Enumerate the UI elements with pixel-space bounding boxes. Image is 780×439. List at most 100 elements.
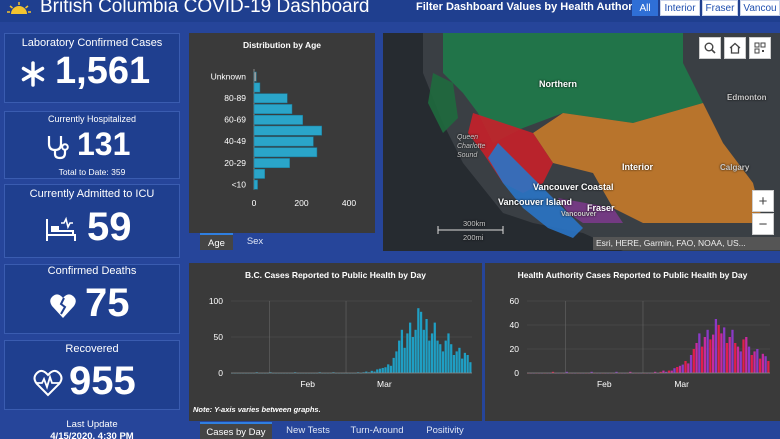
- ha-cases-chart: 0 20 40 60 Feb Mar: [510, 296, 770, 389]
- bc-sun-logo-icon: [7, 2, 31, 14]
- tab-age[interactable]: Age: [200, 233, 233, 250]
- daily-case-bar: [395, 351, 398, 373]
- daily-case-bar: [411, 337, 414, 373]
- tab-sex[interactable]: Sex: [246, 236, 264, 247]
- daily-case-bar: [430, 333, 434, 373]
- map-label-vancouver-coastal: Vancouver Coastal: [533, 182, 614, 192]
- daily-case-bar: [731, 329, 734, 373]
- daily-case-bar: [750, 355, 753, 373]
- filter-label: Filter Dashboard Values by Health Author…: [416, 1, 650, 13]
- daily-case-bar: [695, 343, 698, 373]
- map-canvas[interactable]: [383, 33, 780, 251]
- daily-case-bar: [689, 355, 693, 373]
- search-icon[interactable]: [699, 37, 721, 59]
- age-bar-30-39: [253, 147, 318, 158]
- daily-case-bar: [692, 349, 695, 373]
- region-northern: [443, 33, 703, 143]
- daily-case-bar: [439, 344, 442, 373]
- age-distribution-chart: Unknown 80-89 60-69 40-49 20-29 <10 0 200 400: [211, 69, 356, 208]
- tab-turn-around[interactable]: Turn-Around: [350, 425, 404, 436]
- age-tick-label: 60-69: [224, 115, 246, 125]
- tab-positivity[interactable]: Positivity: [426, 425, 464, 436]
- daily-case-bar: [764, 356, 767, 373]
- home-icon[interactable]: [724, 37, 746, 59]
- daily-case-bar: [444, 340, 447, 373]
- page-title: British Columbia COVID-19 Dashboard: [40, 0, 370, 17]
- daily-case-bar: [736, 346, 740, 373]
- region-vancouver-island: [488, 143, 583, 238]
- health-authority-map[interactable]: Northern Interior Vancouver Coastal Vanc…: [383, 33, 780, 251]
- broken-heart-icon: [50, 294, 76, 318]
- deaths-value: 75: [85, 281, 130, 325]
- daily-case-bar: [662, 370, 665, 373]
- daily-case-bar: [392, 357, 395, 373]
- daily-case-bar: [717, 325, 720, 373]
- daily-case-bar: [433, 322, 436, 373]
- daily-case-bar: [745, 337, 748, 373]
- daily-case-bar: [417, 308, 420, 373]
- age-tick-label: 20-29: [224, 158, 246, 168]
- icu-value: 59: [87, 205, 132, 249]
- filter-fraser-button[interactable]: Fraser: [702, 0, 738, 16]
- map-label-edmonton: Edmonton: [727, 93, 767, 102]
- age-bar-70-79: [253, 104, 293, 114]
- ha-cases-panel: Health Authority Cases Reported to Publi…: [485, 263, 780, 421]
- age-bar-80-89: [253, 93, 288, 104]
- daily-case-bar: [687, 363, 690, 373]
- daily-case-bar: [463, 352, 467, 373]
- tab-cases-by-day[interactable]: Cases by Day: [200, 422, 272, 439]
- filter-vancouver-button[interactable]: Vancou: [740, 0, 780, 16]
- daily-case-bar: [406, 333, 409, 373]
- daily-case-bar: [670, 370, 673, 373]
- zoom-in-button[interactable]: +: [752, 190, 774, 212]
- age-bar-20-29: [253, 158, 290, 168]
- filter-all-button[interactable]: All: [632, 0, 658, 16]
- zoom-out-button[interactable]: −: [752, 213, 774, 235]
- region-fraser: [558, 198, 623, 223]
- filter-interior-button[interactable]: Interior: [660, 0, 700, 16]
- age-bar-10-19: [253, 168, 265, 179]
- daily-case-bar: [712, 334, 715, 373]
- hospitalized-total-to-date: Total to Date: 359: [58, 167, 126, 177]
- qr-code-icon[interactable]: [749, 37, 771, 59]
- ha-cases-title: Health Authority Cases Reported to Publi…: [517, 270, 748, 280]
- recovered-value: 955: [69, 359, 136, 403]
- daily-case-bar: [742, 339, 745, 373]
- daily-case-bar: [723, 327, 726, 373]
- age-x-tick-label: 400: [342, 198, 356, 208]
- bc-cases-title: B.C. Cases Reported to Public Health by …: [245, 270, 426, 280]
- daily-case-bar: [455, 351, 458, 373]
- y-tick-label: 50: [214, 332, 224, 342]
- map-scale-km: 300km: [463, 219, 486, 228]
- lab-confirmed-label: Laboratory Confirmed Cases: [21, 37, 163, 49]
- daily-case-bar: [466, 355, 469, 373]
- stethoscope-icon: [47, 136, 69, 160]
- daily-case-bar: [414, 329, 417, 373]
- map-label-queen-charlotte-sound: Queen Charlotte Sound: [457, 134, 486, 159]
- daily-case-bar: [659, 371, 662, 373]
- daily-case-bar: [447, 333, 450, 373]
- recovered-card: Recovered 955: [4, 340, 180, 410]
- age-tick-label: Unknown: [211, 71, 247, 81]
- daily-case-bar: [458, 347, 461, 373]
- daily-case-bar: [665, 371, 668, 373]
- daily-case-bar: [673, 368, 676, 373]
- daily-case-bar: [698, 333, 701, 373]
- y-axis-note: Note: Y-axis varies between graphs.: [193, 405, 321, 414]
- bc-cases-chart: 0 50 100 Feb Mar: [209, 296, 472, 389]
- daily-case-bar: [681, 364, 684, 373]
- age-bar-40-49: [253, 136, 314, 147]
- x-tick-label-mar: Mar: [377, 379, 392, 389]
- tab-new-tests[interactable]: New Tests: [286, 425, 330, 436]
- last-update-value: 4/15/2020, 4:30 PM: [50, 431, 134, 439]
- x-tick-label-mar: Mar: [674, 379, 689, 389]
- icu-label: Currently Admitted to ICU: [29, 188, 155, 200]
- age-chart-title: Distribution by Age: [242, 40, 322, 50]
- map-scale-mi: 200mi: [463, 233, 484, 242]
- daily-case-bar: [734, 343, 737, 373]
- hospitalized-value: 131: [77, 126, 131, 162]
- daily-case-bar: [409, 322, 412, 373]
- age-bar-90+: [253, 82, 261, 93]
- map-attribution: Esri, HERE, Garmin, FAO, NOAA, US...: [593, 237, 780, 250]
